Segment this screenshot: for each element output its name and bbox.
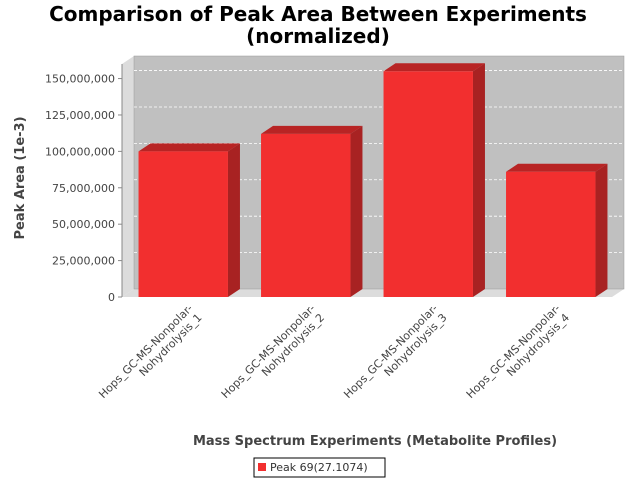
bar-top bbox=[138, 143, 240, 152]
y-axis: 0 25,000,000 50,000,000 75,000,000 100,000,0… bbox=[45, 64, 123, 304]
x-tick-label-line: Hops_GC-MS-Nonpolar- bbox=[219, 302, 318, 401]
bar-front bbox=[383, 71, 473, 297]
bar-side bbox=[472, 63, 485, 297]
x-axis: Hops_GC-MS-Nonpolar-Nohydrolysis_1 Hops_G… bbox=[96, 302, 572, 410]
chart-title-line-2: (normalized) bbox=[246, 24, 390, 48]
bar-front bbox=[261, 133, 351, 297]
x-tick-label-line: Hops_GC-MS-Nonpolar- bbox=[341, 302, 440, 401]
bar bbox=[383, 63, 485, 297]
x-tick-label: Hops_GC-MS-Nonpolar-Nohydrolysis_1 bbox=[96, 302, 204, 410]
chart-title-line-1: Comparison of Peak Area Between Experime… bbox=[49, 2, 587, 26]
bar-top bbox=[383, 63, 485, 72]
plot-floor bbox=[122, 289, 624, 297]
x-tick-label: Hops_GC-MS-Nonpolar-Nohydrolysis_3 bbox=[341, 302, 449, 410]
bar-top bbox=[261, 125, 363, 134]
bars bbox=[138, 63, 608, 298]
legend: Peak 69(27.1074) bbox=[253, 457, 386, 478]
bar bbox=[261, 125, 363, 298]
y-tick-label: 125,000,000 bbox=[45, 109, 115, 122]
legend-entry: Peak 69(27.1074) bbox=[270, 461, 368, 474]
plot-left-wall bbox=[122, 56, 134, 297]
y-tick-label: 0 bbox=[108, 291, 115, 304]
bar-top bbox=[506, 163, 608, 172]
legend-swatch bbox=[258, 463, 266, 471]
x-tick-label-line: Hops_GC-MS-Nonpolar- bbox=[96, 302, 195, 401]
x-tick-label-line: Hops_GC-MS-Nonpolar- bbox=[464, 302, 563, 401]
bar-side bbox=[350, 125, 363, 298]
y-axis-label: Peak Area (1e-3) bbox=[13, 116, 28, 239]
bar-front bbox=[506, 171, 596, 297]
y-tick-label: 75,000,000 bbox=[52, 182, 115, 195]
legend-box bbox=[253, 457, 386, 478]
y-tick-label: 50,000,000 bbox=[52, 218, 115, 231]
y-tick-label: 150,000,000 bbox=[45, 73, 115, 86]
bar-front bbox=[138, 151, 228, 297]
y-tick-label: 25,000,000 bbox=[52, 255, 115, 268]
bar-side bbox=[227, 143, 240, 297]
bar bbox=[506, 163, 608, 297]
bar bbox=[138, 143, 240, 297]
y-tick-label: 100,000,000 bbox=[45, 145, 115, 158]
x-axis-label: Mass Spectrum Experiments (Metabolite Pr… bbox=[193, 434, 557, 449]
x-tick-label: Hops_GC-MS-Nonpolar-Nohydrolysis_4 bbox=[464, 302, 572, 410]
bar-side bbox=[595, 163, 608, 297]
x-tick-label: Hops_GC-MS-Nonpolar-Nohydrolysis_2 bbox=[219, 302, 327, 410]
chart-title: Comparison of Peak Area Between Experime… bbox=[49, 2, 587, 48]
